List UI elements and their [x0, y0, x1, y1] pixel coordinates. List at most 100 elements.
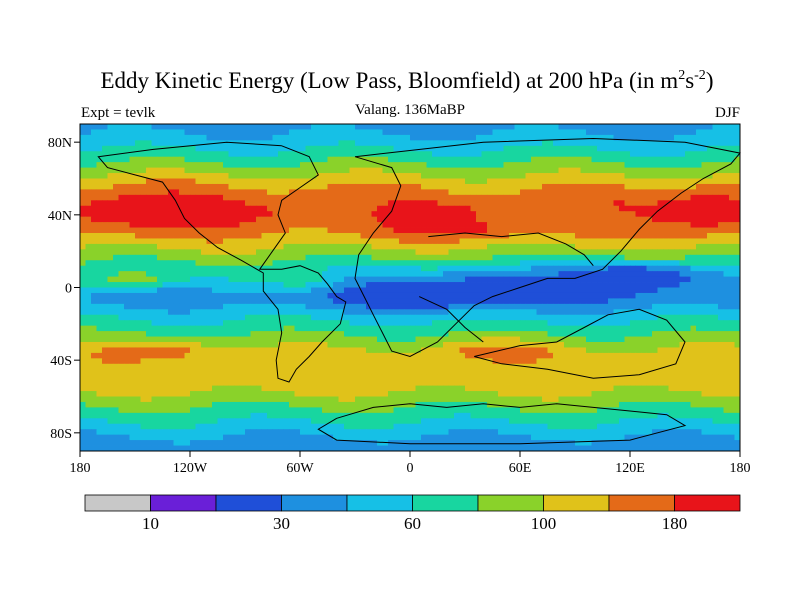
- field-cell: [168, 271, 174, 277]
- field-cell: [679, 238, 686, 245]
- field-cell: [96, 156, 103, 163]
- field-cell: [553, 140, 559, 147]
- field-cell: [415, 233, 422, 239]
- field-cell: [85, 260, 92, 267]
- field-cell: [228, 129, 235, 136]
- field-cell: [80, 200, 86, 207]
- field-cell: [140, 211, 147, 218]
- field-cell: [327, 271, 334, 277]
- field-cell: [107, 243, 114, 250]
- field-cell: [195, 314, 202, 321]
- field-cell: [481, 314, 488, 321]
- field-cell: [190, 298, 196, 305]
- field-cell: [382, 178, 389, 185]
- field-cell: [294, 134, 301, 141]
- field-cell: [179, 331, 185, 337]
- field-cell: [80, 282, 86, 288]
- field-cell: [723, 173, 730, 179]
- field-cell: [421, 216, 427, 223]
- field-cell: [421, 222, 427, 228]
- field-cell: [256, 265, 262, 272]
- field-cell: [410, 183, 416, 190]
- field-cell: [459, 292, 466, 299]
- field-cell: [173, 216, 180, 223]
- field-cell: [366, 265, 372, 272]
- field-cell: [113, 298, 119, 305]
- field-cell: [635, 276, 642, 283]
- field-cell: [602, 211, 609, 218]
- field-cell: [388, 243, 394, 250]
- field-cell: [190, 287, 196, 294]
- field-cell: [195, 211, 202, 218]
- field-cell: [278, 211, 284, 218]
- field-cell: [377, 173, 383, 179]
- field-cell: [586, 254, 592, 261]
- field-cell: [300, 260, 306, 267]
- field-cell: [679, 243, 686, 250]
- field-cell: [327, 140, 334, 147]
- field-cell: [690, 140, 697, 147]
- field-cell: [481, 336, 488, 343]
- field-cell: [547, 276, 554, 283]
- field-cell: [663, 233, 669, 239]
- field-cell: [355, 292, 361, 299]
- field-cell: [118, 194, 125, 201]
- field-cell: [118, 211, 125, 218]
- field-cell: [657, 298, 664, 305]
- field-cell: [168, 254, 174, 261]
- field-cell: [630, 271, 636, 277]
- field-cell: [322, 238, 328, 245]
- field-cell: [580, 298, 587, 305]
- field-cell: [679, 129, 686, 136]
- field-cell: [217, 238, 224, 245]
- field-cell: [663, 183, 669, 190]
- field-cell: [663, 222, 669, 228]
- field-cell: [217, 331, 224, 337]
- field-cell: [652, 331, 658, 337]
- field-cell: [520, 287, 526, 294]
- field-cell: [520, 265, 526, 272]
- field-cell: [135, 162, 141, 168]
- field-cell: [267, 303, 273, 310]
- field-cell: [509, 265, 515, 272]
- field-cell: [190, 347, 196, 354]
- field-cell: [564, 292, 570, 299]
- field-cell: [690, 325, 697, 332]
- field-cell: [80, 260, 86, 267]
- field-cell: [536, 156, 543, 163]
- field-cell: [613, 173, 620, 179]
- field-cell: [613, 194, 620, 201]
- field-cell: [602, 173, 609, 179]
- field-cell: [641, 331, 647, 337]
- field-cell: [272, 249, 279, 256]
- field-cell: [443, 151, 449, 158]
- field-cell: [107, 167, 114, 174]
- field-cell: [135, 178, 141, 185]
- field-cell: [712, 205, 719, 212]
- field-cell: [580, 222, 587, 228]
- field-cell: [223, 265, 229, 272]
- field-cell: [558, 342, 565, 348]
- field-cell: [569, 243, 576, 250]
- field-cell: [569, 183, 576, 190]
- field-cell: [151, 183, 158, 190]
- field-cell: [586, 145, 592, 152]
- field-cell: [690, 156, 697, 163]
- field-cell: [168, 287, 174, 294]
- field-cell: [696, 173, 702, 179]
- field-cell: [85, 211, 92, 218]
- field-cell: [283, 325, 290, 332]
- field-cell: [212, 254, 218, 261]
- field-cell: [553, 254, 559, 261]
- field-cell: [261, 216, 268, 223]
- field-cell: [333, 243, 339, 250]
- field-cell: [228, 314, 235, 321]
- field-cell: [322, 145, 328, 152]
- field-cell: [503, 178, 510, 185]
- field-cell: [481, 282, 488, 288]
- field-cell: [679, 331, 686, 337]
- field-cell: [547, 151, 554, 158]
- field-cell: [239, 233, 246, 239]
- field-cell: [96, 347, 103, 354]
- field-cell: [96, 183, 103, 190]
